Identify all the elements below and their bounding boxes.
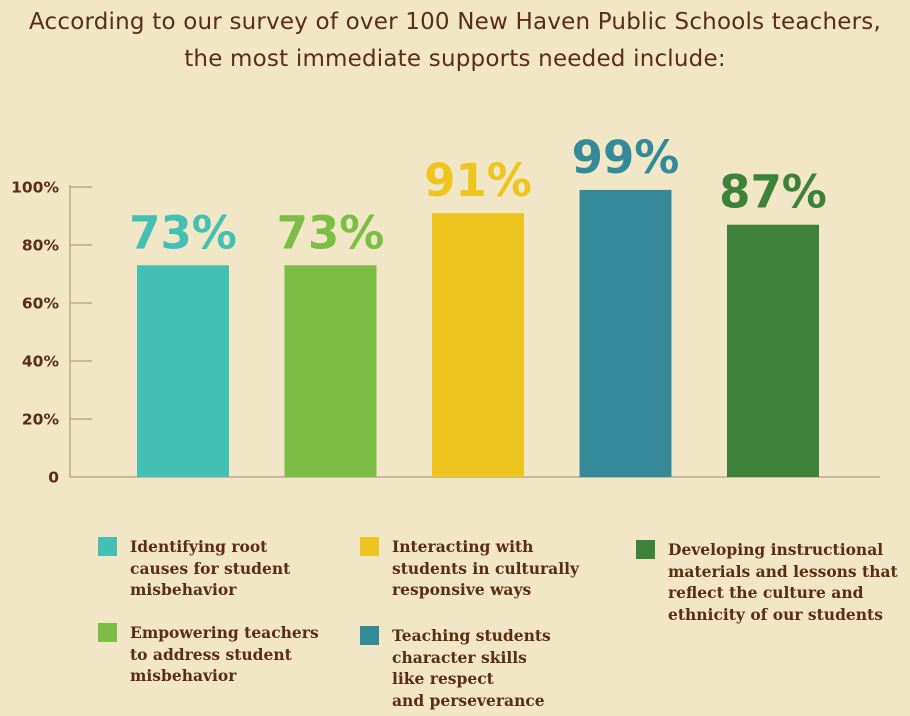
legend-label: Identifying root causes for student misb…: [130, 537, 291, 599]
legend-swatch: [360, 537, 379, 556]
y-tick-label: 0: [48, 469, 59, 487]
y-tick-label: 40%: [22, 353, 60, 371]
bar-value-label: 73%: [129, 206, 237, 259]
bar-value-label: 87%: [719, 166, 827, 219]
y-tick-label: 100%: [11, 179, 59, 197]
chart-title-line-1: According to our survey of over 100 New …: [29, 9, 881, 35]
legend-item-instructional-materials: Developing instructional materials and l…: [636, 539, 898, 625]
bar: [137, 265, 229, 477]
bar-value-label: 73%: [277, 206, 385, 259]
legend-item-culturally-responsive: Interacting with students in culturally …: [360, 536, 579, 601]
bars: [137, 189, 819, 477]
legend-item-character-skills: Teaching students character skills like …: [360, 625, 551, 711]
legend-label: Developing instructional materials and l…: [668, 540, 898, 624]
legend-label: Empowering teachers to address student m…: [130, 623, 319, 685]
bar: [432, 213, 524, 477]
legend-item-root-causes: Identifying root causes for student misb…: [98, 536, 290, 601]
legend-swatch: [360, 626, 379, 645]
legend-label: Teaching students character skills like …: [392, 626, 551, 710]
y-axis: 0 20% 40% 60% 80% 100%: [11, 179, 880, 487]
chart-title-line-2: the most immediate supports needed inclu…: [184, 46, 726, 72]
chart-title: According to our survey of over 100 New …: [0, 4, 910, 78]
bar: [284, 265, 377, 477]
bar: [579, 189, 672, 477]
value-labels: 73% 73% 91% 99% 87%: [129, 131, 827, 259]
legend-item-empowering-teachers: Empowering teachers to address student m…: [98, 622, 319, 687]
y-tick-label: 20%: [22, 411, 60, 429]
legend-swatch: [636, 540, 655, 559]
bar-value-label: 91%: [424, 154, 532, 207]
bar-value-label: 99%: [572, 131, 680, 184]
legend-swatch: [98, 537, 117, 556]
y-tick-label: 80%: [22, 237, 60, 255]
y-tick-label: 60%: [22, 295, 60, 313]
legend-swatch: [98, 623, 117, 642]
bar: [727, 224, 819, 477]
legend-label: Interacting with students in culturally …: [392, 537, 579, 599]
